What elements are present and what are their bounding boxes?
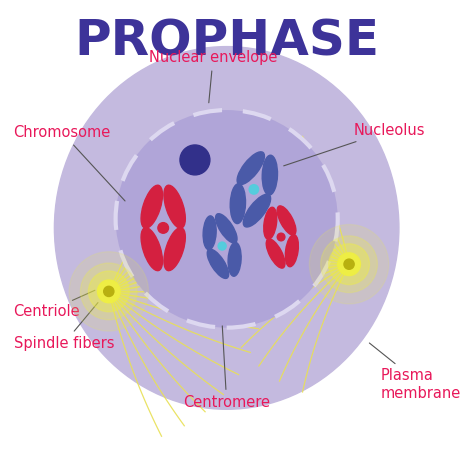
Circle shape	[81, 263, 137, 320]
Circle shape	[277, 233, 285, 241]
Circle shape	[180, 145, 210, 175]
Text: Plasma
membrane: Plasma membrane	[369, 343, 461, 401]
Circle shape	[310, 225, 389, 304]
Text: Centriole: Centriole	[14, 290, 95, 319]
Text: Centromere: Centromere	[183, 326, 270, 410]
Circle shape	[88, 271, 129, 312]
Text: Chromosome: Chromosome	[14, 125, 125, 201]
Ellipse shape	[216, 214, 237, 243]
Text: Spindle fibers: Spindle fibers	[14, 302, 114, 351]
Circle shape	[321, 236, 377, 292]
Ellipse shape	[141, 228, 163, 271]
Text: Nuclear envelope: Nuclear envelope	[149, 50, 277, 103]
Circle shape	[218, 242, 226, 250]
Circle shape	[69, 252, 148, 331]
Ellipse shape	[116, 110, 338, 328]
Ellipse shape	[207, 249, 228, 278]
Ellipse shape	[141, 185, 163, 228]
Circle shape	[249, 185, 259, 194]
Circle shape	[158, 223, 168, 233]
Ellipse shape	[203, 216, 216, 250]
Ellipse shape	[228, 242, 241, 276]
Circle shape	[104, 286, 114, 297]
Circle shape	[344, 259, 354, 269]
Ellipse shape	[164, 185, 185, 228]
Ellipse shape	[277, 206, 296, 235]
Ellipse shape	[230, 184, 246, 224]
Ellipse shape	[285, 235, 298, 267]
Ellipse shape	[164, 228, 185, 271]
Text: Nucleolus: Nucleolus	[284, 123, 425, 166]
Circle shape	[328, 244, 369, 284]
Ellipse shape	[262, 155, 277, 195]
Ellipse shape	[266, 239, 285, 268]
Circle shape	[338, 253, 360, 275]
Ellipse shape	[237, 152, 264, 184]
Ellipse shape	[243, 194, 271, 227]
Ellipse shape	[55, 46, 399, 409]
Ellipse shape	[264, 207, 277, 239]
Text: PROPHASE: PROPHASE	[74, 17, 379, 65]
Circle shape	[98, 280, 120, 303]
